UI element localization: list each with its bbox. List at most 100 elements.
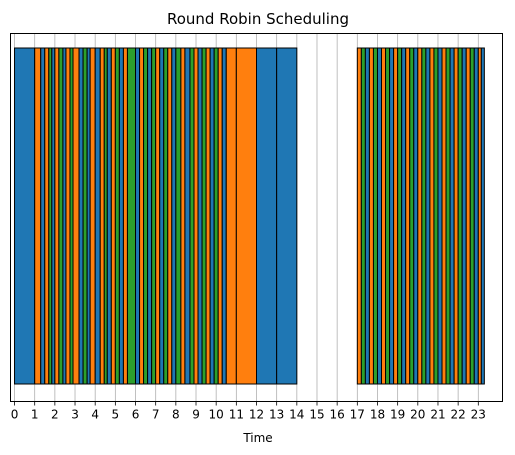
segment-75 xyxy=(453,47,459,385)
x-tick-label-18: 18 xyxy=(370,408,385,422)
segment-60 xyxy=(393,47,399,385)
segment-45 xyxy=(217,47,223,385)
segment-76 xyxy=(457,47,463,385)
x-tick-label-6: 6 xyxy=(132,408,140,422)
segment-9 xyxy=(65,47,71,385)
segment-70 xyxy=(433,47,439,385)
segment-50 xyxy=(276,47,298,385)
segment-29 xyxy=(151,47,157,385)
x-tick-label-1: 1 xyxy=(31,408,39,422)
x-axis-ticks: 0 1 2 3 4 5 6 7 8 9 10 11 12 13 14 15 16 17 18 19 20 21 22 23 xyxy=(11,401,486,422)
segment-23 xyxy=(122,47,128,385)
segment-43 xyxy=(209,47,215,385)
segment-6 xyxy=(54,47,60,385)
segment-39 xyxy=(193,47,199,385)
x-tick-label-23: 23 xyxy=(471,408,486,422)
segment-61 xyxy=(397,47,403,385)
x-tick-label-11: 11 xyxy=(229,408,244,422)
chart-title: Round Robin Scheduling xyxy=(167,10,349,28)
segment-67 xyxy=(421,47,427,385)
segment-62 xyxy=(401,47,407,385)
segment-15 xyxy=(89,47,96,385)
segment-58 xyxy=(385,47,391,385)
segment-40 xyxy=(197,47,203,385)
segment-55 xyxy=(372,47,378,385)
segment-37 xyxy=(184,47,191,385)
segment-69 xyxy=(429,47,435,385)
segment-32 xyxy=(163,47,169,385)
segment-56 xyxy=(376,47,383,385)
segment-17 xyxy=(99,47,105,385)
x-tick-label-5: 5 xyxy=(112,408,120,422)
segment-33 xyxy=(167,47,173,385)
segment-21 xyxy=(114,47,120,385)
segment-25 xyxy=(135,47,141,385)
schedule-segments xyxy=(14,47,485,385)
segment-42 xyxy=(205,47,211,385)
x-tick-label-14: 14 xyxy=(289,408,304,422)
x-tick-label-22: 22 xyxy=(450,408,465,422)
x-tick-label-15: 15 xyxy=(309,408,324,422)
segment-80 xyxy=(473,47,479,385)
segment-68 xyxy=(425,47,431,385)
segment-71 xyxy=(437,47,443,385)
segment-41 xyxy=(201,47,207,385)
segment-35 xyxy=(175,47,182,385)
segment-77 xyxy=(461,47,467,385)
segment-1 xyxy=(34,47,42,385)
x-tick-label-20: 20 xyxy=(410,408,425,422)
x-tick-label-7: 7 xyxy=(152,408,160,422)
segment-30 xyxy=(155,47,161,385)
x-tick-label-13: 13 xyxy=(269,408,284,422)
segment-34 xyxy=(171,47,177,385)
segment-36 xyxy=(180,47,186,385)
segment-13 xyxy=(82,47,88,385)
segment-16 xyxy=(94,47,101,385)
segment-49 xyxy=(256,47,278,385)
segment-79 xyxy=(469,47,475,385)
x-tick-label-12: 12 xyxy=(249,408,264,422)
segment-26 xyxy=(139,47,145,385)
segment-31 xyxy=(159,47,165,385)
segment-65 xyxy=(413,47,419,385)
x-tick-label-21: 21 xyxy=(430,408,445,422)
x-tick-label-16: 16 xyxy=(330,408,345,422)
segment-57 xyxy=(381,47,387,385)
x-tick-label-19: 19 xyxy=(390,408,405,422)
segment-46 xyxy=(221,47,227,385)
x-tick-label-0: 0 xyxy=(11,408,19,422)
segment-0 xyxy=(14,47,36,385)
segment-24 xyxy=(126,47,137,385)
x-tick-label-17: 17 xyxy=(350,408,365,422)
x-tick-label-9: 9 xyxy=(192,408,200,422)
segment-48 xyxy=(235,47,257,385)
segment-74 xyxy=(449,47,455,385)
segment-11 xyxy=(72,47,80,385)
x-tick-label-3: 3 xyxy=(71,408,79,422)
segment-73 xyxy=(445,47,451,385)
segment-44 xyxy=(213,47,219,385)
segment-20 xyxy=(110,47,116,385)
segment-78 xyxy=(465,47,471,385)
segment-27 xyxy=(143,47,149,385)
segment-54 xyxy=(368,47,374,385)
segment-53 xyxy=(364,47,370,385)
segment-66 xyxy=(417,47,423,385)
segment-2 xyxy=(40,47,46,385)
x-tick-label-4: 4 xyxy=(91,408,99,422)
segment-38 xyxy=(189,47,195,385)
segment-12 xyxy=(78,47,84,385)
segment-72 xyxy=(441,47,447,385)
x-tick-label-8: 8 xyxy=(172,408,180,422)
segment-64 xyxy=(409,47,415,385)
x-axis-label: Time xyxy=(242,431,272,445)
segment-59 xyxy=(389,47,395,385)
segment-63 xyxy=(405,47,411,385)
x-tick-label-2: 2 xyxy=(51,408,59,422)
segment-3 xyxy=(44,47,50,385)
segment-51 xyxy=(356,47,362,385)
segment-28 xyxy=(147,47,153,385)
x-tick-label-10: 10 xyxy=(209,408,224,422)
segment-19 xyxy=(106,47,112,385)
